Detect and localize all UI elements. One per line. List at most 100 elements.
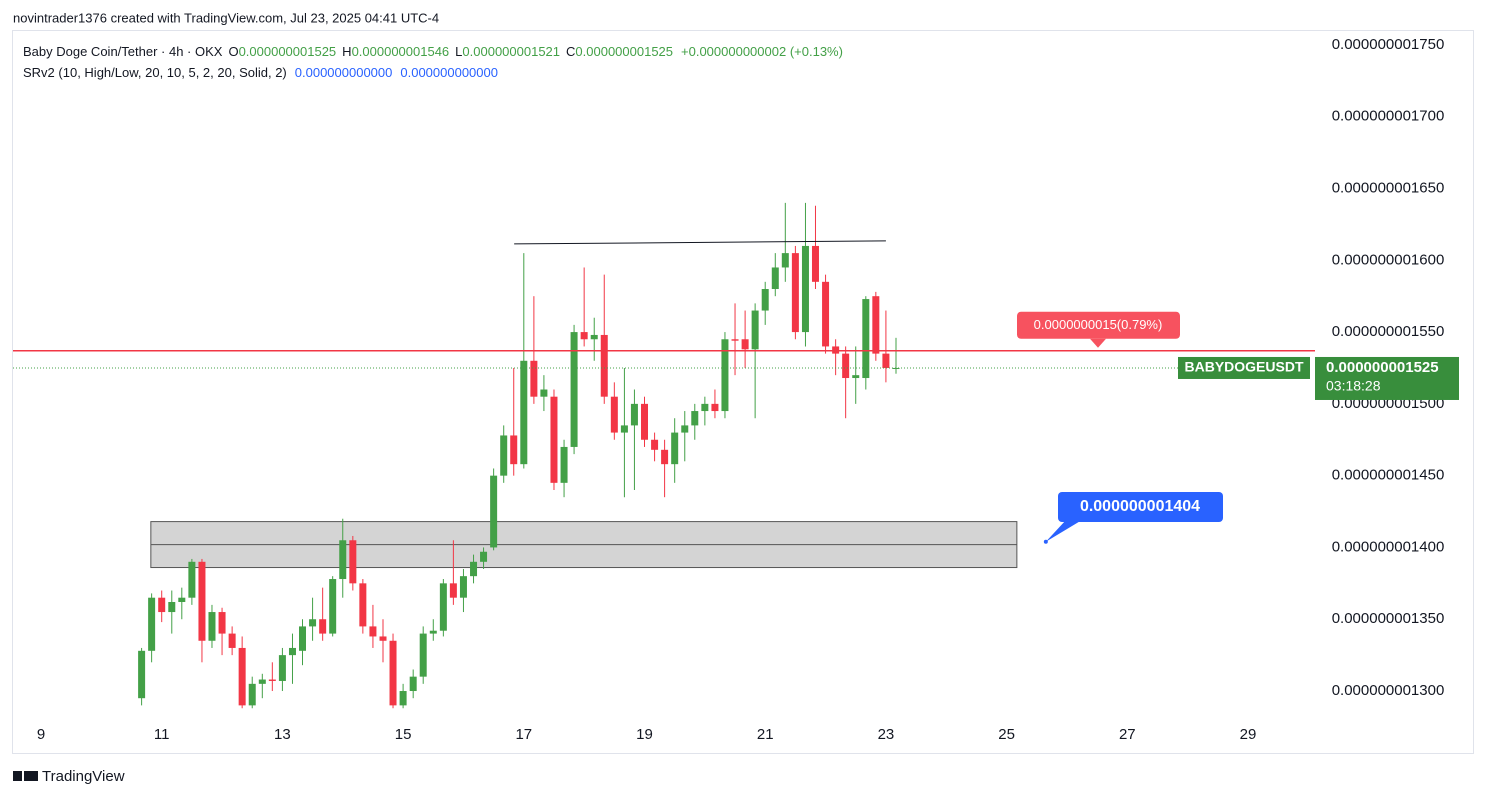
countdown: 03:18:28	[1326, 378, 1381, 394]
candle-body	[470, 561, 478, 577]
candle-body	[409, 676, 417, 692]
candle-body	[600, 334, 608, 397]
x-tick-label: 25	[998, 726, 1015, 743]
x-tick-label: 11	[154, 726, 170, 743]
y-tick-label: 0.000000001400	[1332, 538, 1445, 555]
x-tick-label: 17	[515, 726, 532, 743]
candle-body	[791, 253, 799, 333]
candle-body	[721, 339, 729, 412]
candle-body	[731, 339, 739, 341]
candle-body	[419, 633, 427, 677]
candle-body	[741, 339, 749, 350]
callout-box	[1058, 492, 1223, 522]
indicator-value: 0.000000000000	[400, 65, 498, 80]
candle-body	[801, 245, 809, 333]
candle-body	[389, 640, 397, 706]
candle-body	[701, 403, 709, 412]
x-tick-label: 23	[878, 726, 895, 743]
x-tick-label: 27	[1119, 726, 1136, 743]
y-tick-label: 0.000000001750	[1332, 36, 1445, 53]
symbol-title: Baby Doge Coin/Tether · 4h · OKX	[23, 44, 223, 59]
ohlc-key: L	[455, 44, 462, 59]
trendline	[514, 240, 886, 245]
ohlc-key: C	[566, 44, 575, 59]
x-tick-label: 9	[37, 726, 45, 743]
candle-body	[711, 403, 719, 412]
candle-body	[439, 583, 447, 631]
candle-body	[822, 281, 830, 347]
candle-body	[560, 446, 568, 483]
legend-ohlc: Baby Doge Coin/Tether · 4h · OKX O0.00000…	[23, 44, 843, 59]
candle-body	[842, 353, 850, 379]
candle-body	[369, 626, 377, 637]
candle-body	[520, 360, 528, 465]
candle-body	[490, 475, 498, 548]
candle-body	[852, 375, 860, 379]
candle-body	[268, 679, 276, 681]
y-tick-label: 0.000000001450	[1332, 467, 1445, 484]
candle-body	[530, 360, 538, 397]
y-tick-label: 0.000000001650	[1332, 179, 1445, 196]
candle-body	[771, 267, 779, 290]
candle-body	[138, 650, 146, 699]
candle-body	[862, 299, 870, 379]
candle-body	[379, 636, 387, 641]
candle-body	[620, 425, 628, 433]
candle-body	[510, 435, 518, 465]
candle-body	[570, 332, 578, 447]
price-line-callout	[1017, 311, 1180, 339]
ohlc-value: 0.000000001525	[239, 44, 337, 59]
change: +0.000000000002 (+0.13%)	[681, 44, 843, 59]
candle-body	[228, 633, 236, 648]
candle-body	[580, 332, 588, 340]
x-tick-label: 21	[757, 726, 774, 743]
x-tick-label: 29	[1240, 726, 1257, 743]
indicator-value: 0.000000000000	[295, 65, 393, 80]
y-tick-label: 0.000000001600	[1332, 251, 1445, 268]
logo	[13, 771, 38, 781]
x-tick-label: 19	[636, 726, 653, 743]
chart-frame	[12, 30, 1474, 754]
candle-body	[781, 253, 789, 268]
x-tick-label: 13	[274, 726, 291, 743]
candle-body	[691, 411, 699, 426]
candle-body	[238, 647, 246, 706]
candle-body	[208, 612, 216, 641]
candle-body	[168, 602, 176, 613]
candle-body	[641, 403, 649, 440]
candle-body	[429, 630, 437, 634]
candle-body	[248, 683, 256, 706]
candle-body	[288, 647, 296, 656]
price-line-label: 0.0000000015(0.79%)	[1034, 317, 1163, 332]
candle-body	[651, 439, 659, 450]
candle-body	[158, 597, 166, 613]
candle-body	[540, 389, 548, 397]
price-tag	[1315, 356, 1459, 400]
candle-body	[590, 334, 598, 340]
ohlc-value: 0.000000001546	[352, 44, 450, 59]
symbol-tag-label: BABYDOGEUSDT	[1184, 359, 1303, 375]
candle-body	[751, 310, 759, 350]
callout-point	[1043, 539, 1048, 544]
y-tick-label: 0.000000001350	[1332, 610, 1445, 627]
candle-body	[681, 425, 689, 433]
candle-body	[198, 561, 206, 641]
candle-body	[610, 396, 618, 433]
callout-pointer	[1090, 338, 1106, 348]
y-tick-label: 0.000000001700	[1332, 108, 1445, 125]
candle-body	[319, 619, 327, 634]
price-tag-label: 0.000000001525	[1326, 359, 1439, 376]
candle-body	[309, 619, 317, 627]
candle-body	[278, 655, 286, 681]
attribution: novintrader1376 created with TradingView…	[13, 10, 439, 25]
footer-brand: TradingView	[42, 768, 125, 785]
candle-body	[148, 597, 156, 651]
callout-tail	[1045, 520, 1082, 542]
candle-body	[550, 396, 558, 483]
ohlc-value: 0.000000001525	[575, 44, 673, 59]
symbol-tag	[1178, 356, 1310, 379]
ohlc-value: 0.000000001521	[462, 44, 560, 59]
candle-body	[329, 579, 337, 634]
candle-body	[500, 435, 508, 476]
